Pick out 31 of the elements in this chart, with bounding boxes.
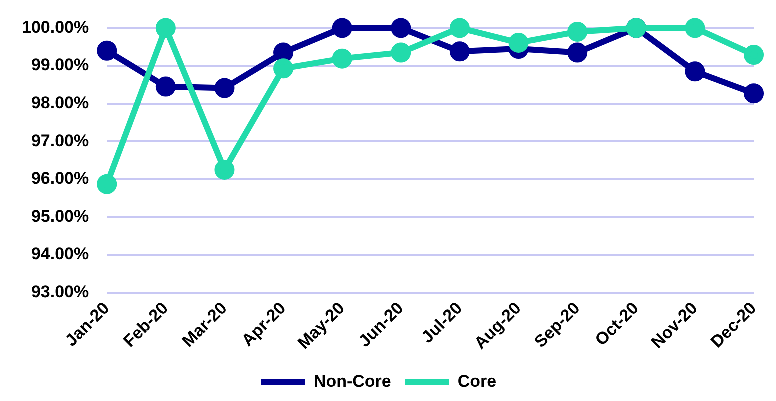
y-tick-label: 96.00%	[31, 169, 90, 188]
point	[332, 18, 352, 38]
y-tick-label: 95.00%	[31, 206, 90, 226]
point	[214, 78, 235, 98]
point	[97, 40, 118, 61]
y-tick-label: 98.00%	[31, 93, 90, 112]
point	[568, 42, 588, 63]
point	[156, 18, 176, 38]
legend-label: Non-Core	[314, 372, 392, 392]
point	[156, 76, 176, 97]
point	[274, 58, 294, 79]
point	[450, 18, 470, 38]
y-tick-label: 99.00%	[31, 56, 90, 75]
point	[274, 42, 294, 63]
point	[332, 48, 352, 69]
point	[568, 22, 588, 42]
point	[508, 32, 529, 53]
point	[744, 84, 764, 104]
legend-label: Core	[458, 372, 497, 392]
y-tick-label: 94.00%	[31, 244, 90, 264]
point	[685, 62, 706, 82]
point	[685, 18, 706, 38]
y-tick-label: 97.00%	[31, 131, 90, 150]
point	[744, 45, 764, 66]
point	[391, 18, 412, 38]
y-tick-label: 93.00%	[31, 282, 90, 302]
point	[391, 42, 412, 63]
point	[97, 174, 118, 194]
point	[214, 160, 235, 180]
point	[450, 42, 470, 62]
y-tick-label: 100.00%	[22, 18, 90, 37]
